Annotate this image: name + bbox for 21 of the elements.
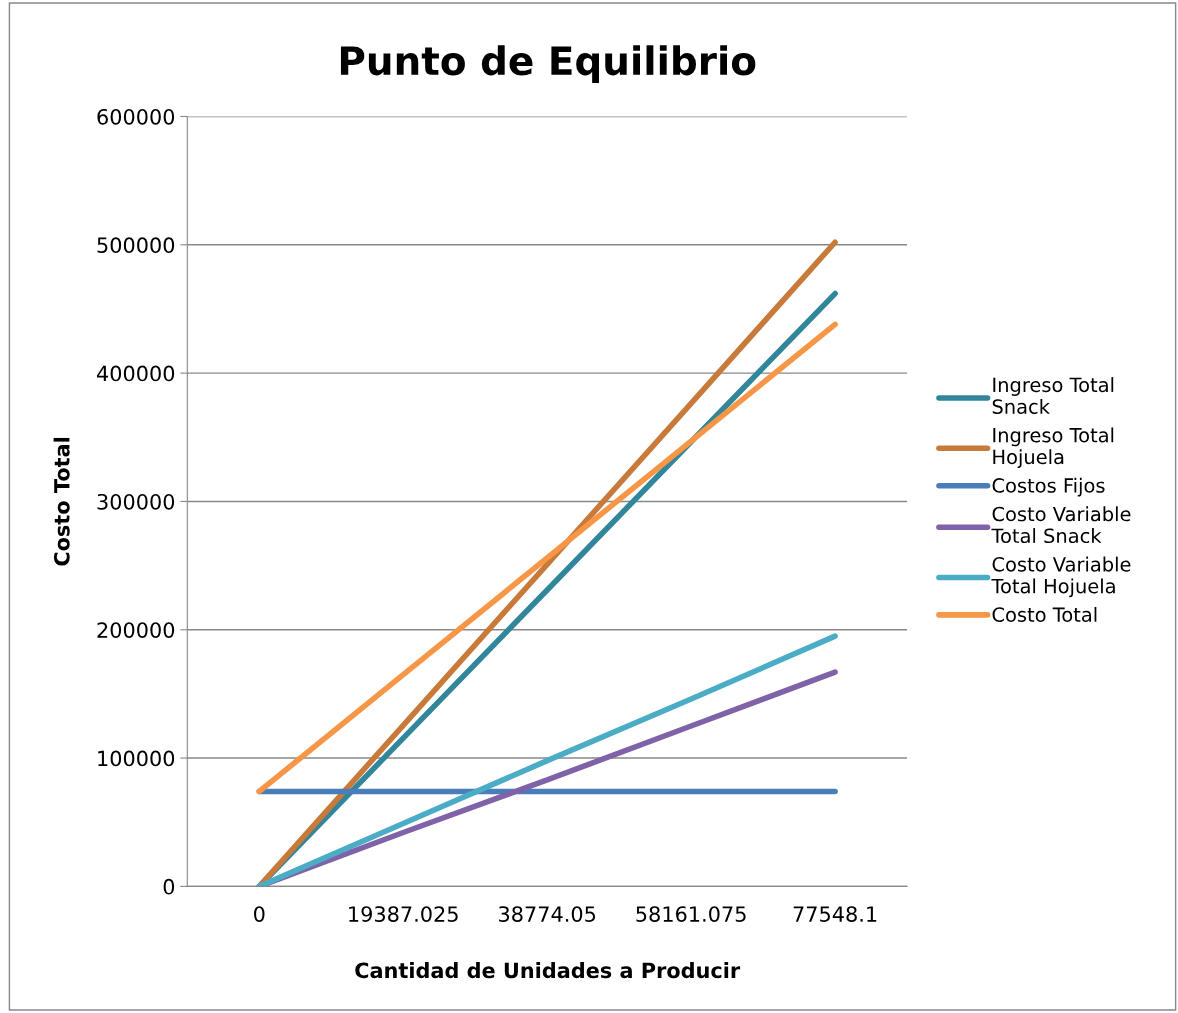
legend-label: Costo Total [992, 606, 1097, 622]
y-tick-label: 600000 [97, 108, 175, 125]
x-tick-label: 77548.1 [793, 906, 877, 922]
x-tick-label: 38774.05 [499, 906, 596, 922]
legend-label: Ingreso Total Hojuela [993, 427, 1114, 469]
x-tick-label: 19387.025 [349, 906, 458, 922]
y-tick-label: 400000 [96, 365, 175, 382]
y-tick-label: 0 [163, 878, 175, 895]
y-axis-title: Costo Total [53, 437, 70, 566]
legend-label: Costos Fijos [992, 477, 1105, 497]
legend-label: Costo Variable Total Snack [991, 506, 1131, 544]
legend-label: Costo Variable Total Hojuela [991, 556, 1131, 598]
x-tick-label: 0 [254, 906, 265, 922]
x-tick-label: 58161.075 [636, 906, 746, 922]
y-tick-label: 100000 [98, 750, 175, 767]
x-axis-title: Cantidad de Unidades a Producir [355, 962, 741, 979]
y-tick-label: 200000 [97, 622, 175, 638]
y-tick-label: 300000 [97, 493, 175, 510]
chart-title: Punto de Equilibrio [340, 45, 756, 83]
y-tick-label: 500000 [97, 237, 175, 254]
legend-label: Ingreso Total Snack [992, 377, 1114, 414]
